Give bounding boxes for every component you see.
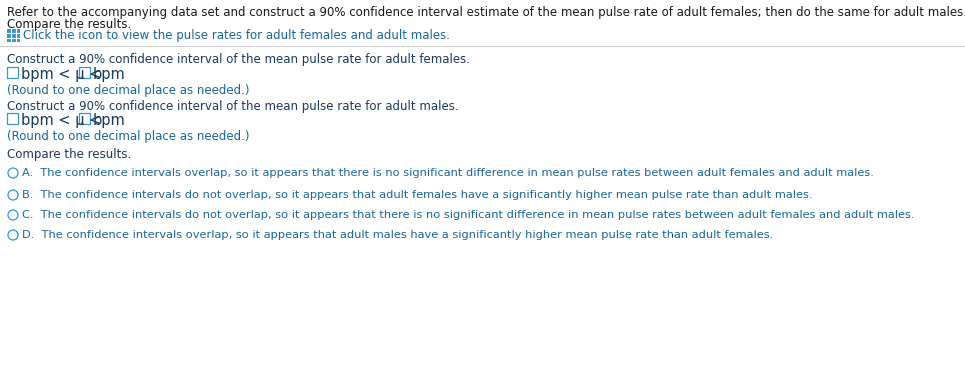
Bar <box>7 29 20 42</box>
Text: bpm < μ <: bpm < μ < <box>21 113 101 128</box>
Text: Compare the results.: Compare the results. <box>7 148 131 161</box>
Text: bpm: bpm <box>93 67 125 82</box>
Text: (Round to one decimal place as needed.): (Round to one decimal place as needed.) <box>7 130 250 143</box>
Text: A.  The confidence intervals overlap, so it appears that there is no significant: A. The confidence intervals overlap, so … <box>22 168 874 178</box>
Text: Construct a 90% confidence interval of the mean pulse rate for adult males.: Construct a 90% confidence interval of t… <box>7 100 458 113</box>
Bar <box>79 67 90 78</box>
Circle shape <box>8 190 18 200</box>
Circle shape <box>8 210 18 220</box>
Text: Compare the results.: Compare the results. <box>7 18 131 31</box>
Text: Click the icon to view the pulse rates for adult females and adult males.: Click the icon to view the pulse rates f… <box>23 29 450 42</box>
Text: B.  The confidence intervals do not overlap, so it appears that adult females ha: B. The confidence intervals do not overl… <box>22 190 813 200</box>
Bar <box>7 113 18 124</box>
Text: bpm < μ <: bpm < μ < <box>21 67 101 82</box>
Text: Construct a 90% confidence interval of the mean pulse rate for adult females.: Construct a 90% confidence interval of t… <box>7 53 470 66</box>
Text: D.  The confidence intervals overlap, so it appears that adult males have a sign: D. The confidence intervals overlap, so … <box>22 230 773 240</box>
Text: (Round to one decimal place as needed.): (Round to one decimal place as needed.) <box>7 84 250 97</box>
Text: C.  The confidence intervals do not overlap, so it appears that there is no sign: C. The confidence intervals do not overl… <box>22 210 915 220</box>
Circle shape <box>8 168 18 178</box>
Circle shape <box>8 230 18 240</box>
Bar <box>79 113 90 124</box>
Text: bpm: bpm <box>93 113 125 128</box>
Text: Refer to the accompanying data set and construct a 90% confidence interval estim: Refer to the accompanying data set and c… <box>7 6 965 19</box>
Bar <box>7 67 18 78</box>
